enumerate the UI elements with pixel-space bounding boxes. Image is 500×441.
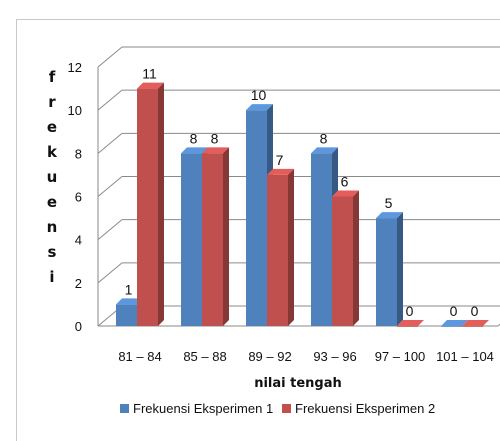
data-label: 5 [385,195,393,211]
data-label: 10 [251,87,267,103]
bar-side [397,212,403,326]
data-label: 0 [471,303,479,319]
bar-front [267,174,288,326]
gridline-depth [97,89,123,111]
data-label: 6 [341,174,349,190]
bar-front [246,110,267,327]
y-axis-title-letter: i [49,268,54,286]
x-tick-label: 97 – 100 [375,349,426,364]
bar-top [397,320,424,326]
bar-top [441,320,468,326]
x-tick-label: 101 – 104 [436,349,494,364]
bar-top [202,147,229,154]
data-label: 7 [276,152,284,168]
y-axis-title-letter: u [47,168,58,186]
data-label: 0 [406,303,414,319]
bar-front [376,218,397,326]
y-axis-title-letter: e [47,193,57,211]
bar-top [267,168,294,175]
y-axis-title-letter: k [47,143,58,161]
gridline-depth [97,132,123,154]
x-tick-label: 85 – 88 [183,349,226,364]
legend-swatch [282,404,291,413]
bar-top [246,104,273,111]
legend-swatch [120,404,129,413]
y-tick-label: 4 [75,233,82,248]
data-label: 8 [211,130,219,146]
bar-top [181,147,208,154]
x-tick-label: 93 – 96 [313,349,356,364]
bar-front [332,196,353,326]
gridline-depth [97,176,123,197]
y-tick-label: 0 [75,319,82,334]
data-label: 1 [125,281,133,297]
bar-top [376,212,403,219]
bar-front [202,153,223,326]
data-label: 11 [142,66,157,82]
bar-front [116,304,137,326]
bar-side [158,82,164,326]
y-axis-title-letter: f [49,68,56,86]
y-tick-label: 10 [68,103,82,118]
gridline-depth [97,219,123,241]
y-axis-title-letter: e [47,118,57,136]
bar-top [311,147,338,154]
gridline-depth [97,262,123,284]
bar-front [397,326,418,327]
bar-front [181,153,202,326]
y-axis-title-letter: s [48,243,57,261]
y-axis-title-letter: n [47,218,58,236]
data-label: 8 [190,130,198,146]
gridline-depth [97,46,123,68]
bar-top [137,82,164,89]
bar-front [137,88,158,326]
legend-label: Frekuensi Eksperimen 1 [133,401,273,416]
data-label: 8 [320,130,328,146]
y-tick-label: 8 [75,146,82,161]
data-label: 0 [450,303,458,319]
bar-side [223,147,229,326]
legend-label: Frekuensi Eksperimen 2 [295,401,435,416]
bar-side [353,190,359,326]
y-tick-label: 2 [75,276,82,291]
bar-front [462,326,483,327]
x-tick-label: 89 – 92 [248,349,291,364]
bar-side [288,168,294,326]
bar-front [441,326,462,327]
bar-top [332,190,359,197]
bar-top [116,298,143,305]
y-tick-label: 6 [75,190,82,205]
x-tick-label: 81 – 84 [118,349,161,364]
x-axis-title: nilai tengah [254,376,342,391]
y-tick-label: 12 [68,60,82,75]
bar-top [462,320,489,326]
bar-front [311,153,332,326]
y-axis-title-letter: r [48,93,56,111]
